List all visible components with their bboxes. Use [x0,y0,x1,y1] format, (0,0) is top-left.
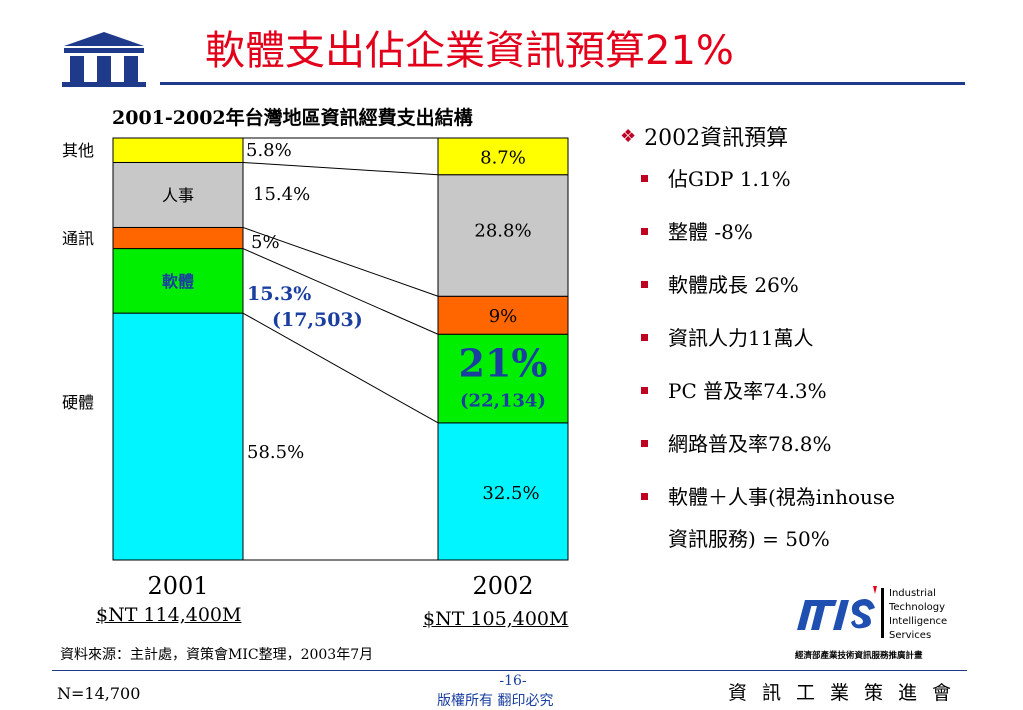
bullet-list: 佔GDP 1.1% 整體 -8% 軟體成長 26% 資訊人力11萬人 PC 普及… [620,166,1015,552]
itis-mark-icon [797,599,875,630]
total-2002: $NT 105,400M [423,608,569,630]
title-divider [160,82,965,85]
list-item: 佔GDP 1.1% [641,166,1015,192]
bar-segment-2001 [112,161,244,228]
total-2001: $NT 114,400M [96,604,242,626]
value-label-2001: 5.8% [246,140,292,161]
copyright-notice: 版權所有 翻印必究 [437,693,554,709]
bullet-text: 整體 -8% [668,220,753,244]
connector-line [242,161,439,176]
data-source: 資料來源：主計處，資策會MIC整理，2003年7月 [60,647,374,663]
connector-line [242,248,439,335]
page-number: -16- [499,673,527,689]
bullet-text: 資訊人力11萬人 [668,326,814,350]
value-label-2002: 9% [489,306,518,327]
bar-segment-2001 [112,226,244,250]
iii-logo [62,32,146,87]
itis-divider [881,588,884,638]
stacked-bar-chart: 58.5% 15.3% (17,503) 5% 15.4% 5.8% 32.5% 21% (22… [62,137,569,600]
amount-label-2002: (22,134) [460,391,546,412]
itis-caption: 經濟部產業技術資訊服務推廣計畫 [795,650,923,661]
series-label-comm: 通訊 [62,229,94,248]
value-label-2001: 15.3% [247,283,311,305]
bar-segment-2002 [437,333,569,424]
amount-label-2001: (17,503) [272,309,363,331]
series-label-personnel: 人事 [162,186,194,205]
square-bullet-icon [641,334,648,341]
connector-line [242,312,439,424]
list-item: 軟體成長 26% [641,272,1015,298]
list-item: 軟體＋人事(視為inhouse 資訊服務) = 50% [641,484,1015,552]
square-bullet-icon [641,228,648,235]
bullet-text: PC 普及率74.3% [668,379,827,403]
itis-accent-icon [873,586,877,594]
bullet-text-cont: 資訊服務) = 50% [668,527,830,551]
list-item: 整體 -8% [641,219,1015,245]
bullet-text: 軟體成長 26% [668,273,799,297]
sample-size: N=14,700 [57,684,141,703]
series-label-hardware: 硬體 [62,393,94,412]
itis-line-4: Services [889,630,931,641]
value-label-2002: 32.5% [482,483,539,504]
itis-logo: Industrial Technology Intelligence Servi… [795,586,947,661]
value-label-2001: 58.5% [247,442,304,463]
value-label-2001: 5% [251,232,280,253]
organization-name: 資訊工業策進會 [728,682,967,704]
bar-segment-2001 [112,248,244,314]
bullet-text: 網路普及率78.8% [668,432,832,456]
list-item: 網路普及率78.8% [641,431,1015,457]
diamond-bullet-icon: ❖ [620,125,637,147]
square-bullet-icon [641,493,648,500]
x-tick-label: 2002 [472,572,533,600]
bar-segment-2002 [437,174,569,297]
value-label-2002: 8.7% [480,147,526,168]
bar-segment-2001 [112,137,244,163]
value-label-2002: 21% [459,341,548,386]
connector-line [242,226,439,297]
bar-segment-2002 [437,137,569,176]
page-title: 軟體支出佔企業資訊預算21% [205,28,734,74]
value-label-2001: 15.4% [253,184,310,205]
itis-line-1: Industrial [889,588,936,599]
square-bullet-icon [641,440,648,447]
budget-bullets: ❖ 2002資訊預算 佔GDP 1.1% 整體 -8% 軟體成長 26% 資訊人… [620,120,1015,552]
bullet-text: 佔GDP 1.1% [668,167,791,191]
bullet-text: 軟體＋人事(視為inhouse [668,485,895,509]
itis-line-3: Intelligence [889,616,947,627]
x-tick-label: 2001 [147,572,208,600]
itis-line-2: Technology [888,602,945,613]
bar-segment-2002 [437,422,569,561]
series-label-other: 其他 [62,141,94,160]
footer-divider [52,670,967,671]
list-item: PC 普及率74.3% [641,378,1015,404]
bullets-header: ❖ 2002資訊預算 [620,120,1015,152]
value-label-2002: 28.8% [474,221,531,242]
bullets-header-text: 2002資訊預算 [644,126,789,151]
square-bullet-icon [641,281,648,288]
series-label-software: 軟體 [162,272,194,291]
chart-title: 2001-2002年台灣地區資訊經費支出結構 [112,107,473,129]
square-bullet-icon [641,387,648,394]
square-bullet-icon [641,175,648,182]
bar-segment-2001 [112,312,244,561]
list-item: 資訊人力11萬人 [641,325,1015,351]
